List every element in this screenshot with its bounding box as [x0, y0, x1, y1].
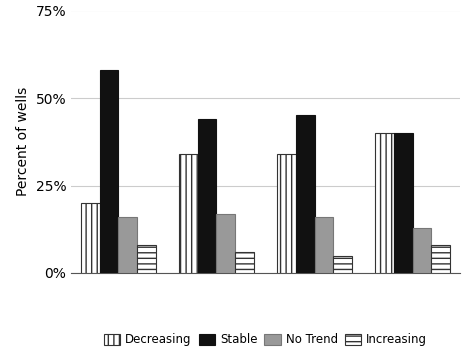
Bar — [81, 203, 100, 273]
Bar — [118, 217, 137, 273]
Bar — [413, 228, 431, 273]
Bar — [277, 154, 296, 273]
Bar — [431, 245, 450, 273]
Bar — [375, 133, 394, 273]
Bar — [315, 217, 333, 273]
Bar — [198, 119, 216, 273]
Bar — [235, 252, 254, 273]
Bar — [216, 214, 235, 273]
Bar — [333, 256, 352, 273]
Bar — [137, 245, 155, 273]
Y-axis label: Percent of wells: Percent of wells — [16, 87, 30, 196]
Bar — [296, 116, 315, 273]
Bar — [179, 154, 198, 273]
Bar — [100, 70, 118, 273]
Bar — [394, 133, 413, 273]
Legend: Decreasing, Stable, No Trend, Increasing: Decreasing, Stable, No Trend, Increasing — [99, 329, 432, 350]
